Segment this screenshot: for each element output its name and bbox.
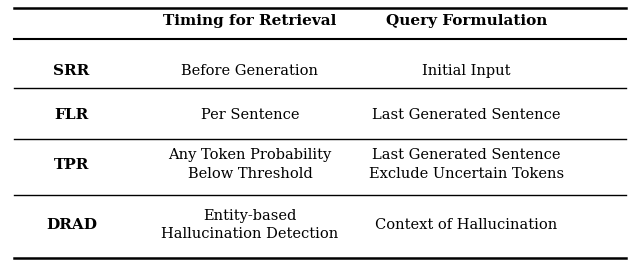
Text: Last Generated Sentence: Last Generated Sentence — [372, 108, 561, 122]
Text: FLR: FLR — [54, 108, 88, 122]
Text: TPR: TPR — [54, 158, 89, 172]
Text: Per Sentence: Per Sentence — [201, 108, 299, 122]
Text: Any Token Probability
Below Threshold: Any Token Probability Below Threshold — [168, 148, 332, 181]
Text: Timing for Retrieval: Timing for Retrieval — [163, 14, 337, 28]
Text: Query Formulation: Query Formulation — [386, 14, 547, 28]
Text: DRAD: DRAD — [46, 218, 97, 232]
Text: Initial Input: Initial Input — [422, 64, 511, 78]
Text: Entity-based
Hallucination Detection: Entity-based Hallucination Detection — [161, 209, 339, 241]
Text: Last Generated Sentence
Exclude Uncertain Tokens: Last Generated Sentence Exclude Uncertai… — [369, 148, 564, 181]
Text: Context of Hallucination: Context of Hallucination — [376, 218, 557, 232]
Text: SRR: SRR — [53, 64, 90, 78]
Text: Before Generation: Before Generation — [181, 64, 319, 78]
